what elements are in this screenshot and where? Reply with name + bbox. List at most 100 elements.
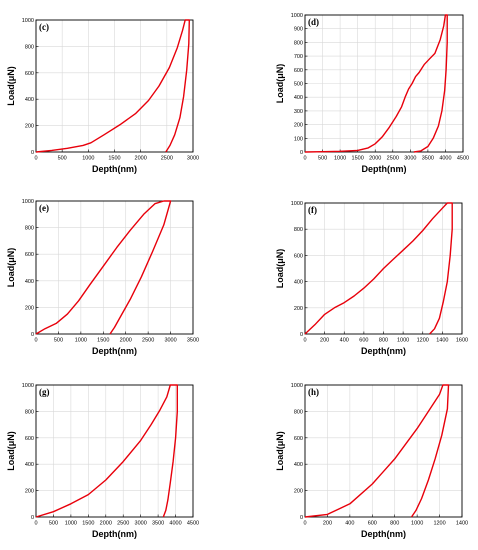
panel-label: (h) [308,387,319,397]
x-tick-label: 3500 [187,338,199,344]
x-tick-label: 1200 [417,338,429,344]
load-depth-curve [35,19,190,153]
plot-frame [35,384,194,518]
chart-panel: 0 500 1000 1500 2000 2500 3000 3500 4000 4500 0 100… [275,13,469,174]
y-tick-label: 800 [25,44,34,50]
x-tick-label: 3500 [152,521,164,527]
x-tick-label: 4500 [187,521,199,527]
load-depth-curve [35,200,172,335]
y-tick-label: 1000 [291,201,303,207]
y-axis-title: Load(μN) [6,248,16,288]
y-tick-label: 600 [294,68,303,74]
y-tick-label: 600 [25,436,34,442]
y-tick-label: 1000 [291,383,303,389]
y-axis-title: Load(μN) [6,431,16,471]
y-tick-label: 700 [294,54,303,60]
x-tick-label: 2500 [387,156,399,162]
y-tick-label: 0 [31,332,34,338]
x-tick-label: 200 [323,521,332,527]
x-tick-label: 2000 [100,521,112,527]
y-axis-title: Load(μN) [6,66,16,106]
y-tick-label: 1000 [22,199,34,205]
x-axis-title: Depth(nm) [92,346,137,356]
chart-panel: 0 500 1000 1500 2000 2500 3000 0 200 400 600 800 100… [6,18,199,174]
x-tick-label: 3000 [164,338,176,344]
y-tick-label: 200 [25,305,34,311]
y-tick-label: 900 [294,27,303,33]
x-tick-label: 3000 [404,156,416,162]
plot-frame [304,384,463,518]
y-tick-label: 300 [294,109,303,115]
x-tick-label: 3500 [422,156,434,162]
x-tick-label: 0 [34,338,37,344]
x-tick-label: 0 [303,338,306,344]
panel-label: (d) [308,17,319,27]
y-tick-label: 100 [294,136,303,142]
y-tick-label: 0 [300,515,303,521]
x-tick-label: 0 [34,156,37,162]
x-tick-label: 600 [359,338,368,344]
chart-panel: 0 200 400 600 800 1000 1200 1400 1600 0 200 400 600 8… [275,201,468,356]
x-axis-title: Depth(nm) [362,164,407,174]
x-axis-title: Depth(nm) [92,164,137,174]
y-axis-title: Load(μN) [275,249,285,289]
x-tick-label: 400 [340,338,349,344]
panel-label: (f) [308,205,317,215]
x-tick-label: 0 [303,521,306,527]
x-tick-label: 1400 [436,338,448,344]
y-tick-label: 400 [294,95,303,101]
x-tick-label: 1400 [456,521,468,527]
chart-panel: 0 500 1000 1500 2000 2500 3000 3500 4000 4500 0 200… [6,383,199,539]
y-tick-label: 600 [294,436,303,442]
chart-panel: 0 200 400 600 800 1000 1200 1400 0 200 400 600 800 10… [275,383,468,539]
x-tick-label: 500 [58,156,67,162]
x-axis-title: Depth(nm) [92,529,137,539]
x-tick-label: 1000 [65,521,77,527]
x-tick-label: 0 [34,521,37,527]
x-tick-label: 1500 [352,156,364,162]
panel-label: (g) [39,387,50,397]
x-tick-label: 1500 [97,338,109,344]
x-tick-label: 500 [54,338,63,344]
x-tick-label: 2000 [120,338,132,344]
x-axis-title: Depth(nm) [361,529,406,539]
y-tick-label: 0 [31,515,34,521]
y-tick-label: 0 [300,150,303,156]
x-tick-label: 500 [49,521,58,527]
x-tick-label: 400 [345,521,354,527]
x-tick-label: 4000 [169,521,181,527]
y-tick-label: 600 [25,71,34,77]
x-tick-label: 4000 [439,156,451,162]
x-tick-label: 500 [318,156,327,162]
load-depth-curve [304,202,453,335]
y-tick-label: 200 [25,124,34,130]
y-tick-label: 0 [31,150,34,156]
x-tick-label: 600 [368,521,377,527]
x-tick-label: 1000 [411,521,423,527]
y-tick-label: 800 [294,409,303,415]
x-tick-label: 2000 [135,156,147,162]
y-tick-label: 200 [25,489,34,495]
x-tick-label: 800 [379,338,388,344]
x-tick-label: 1600 [456,338,468,344]
panel-label: (e) [39,203,49,213]
load-depth-curve [304,14,448,153]
x-tick-label: 2500 [161,156,173,162]
load-depth-curve [304,384,450,518]
x-tick-label: 200 [320,338,329,344]
x-tick-label: 1200 [433,521,445,527]
y-tick-label: 0 [300,332,303,338]
x-tick-label: 2000 [369,156,381,162]
y-tick-label: 200 [294,306,303,312]
x-tick-label: 800 [390,521,399,527]
y-tick-label: 1000 [291,13,303,19]
x-tick-label: 1500 [82,521,94,527]
y-tick-label: 1000 [22,18,34,24]
x-tick-label: 2500 [117,521,129,527]
x-tick-label: 3000 [187,156,199,162]
y-tick-label: 400 [25,279,34,285]
y-tick-label: 200 [294,123,303,129]
x-tick-label: 0 [303,156,306,162]
x-tick-label: 1000 [75,338,87,344]
y-tick-label: 800 [25,409,34,415]
